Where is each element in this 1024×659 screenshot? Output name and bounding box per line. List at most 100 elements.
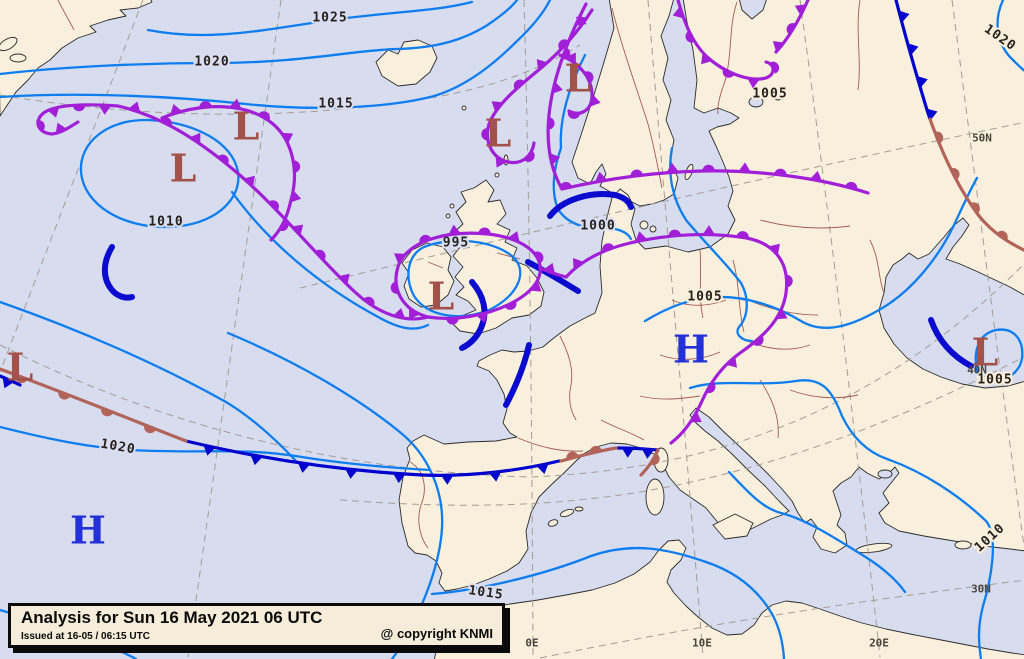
front-triangle-symbol [809, 170, 823, 182]
isobar-line [79, 118, 240, 229]
country-border [496, 252, 521, 260]
high-pressure-center: H [673, 327, 709, 372]
front-semicircle-symbol [786, 23, 797, 35]
trough-line [525, 259, 581, 294]
low-pressure-center: L [972, 330, 999, 375]
country-border [759, 379, 779, 439]
front-triangle-symbol [530, 280, 542, 292]
front-semicircle-symbol [534, 251, 544, 264]
front-triangle-symbol [536, 463, 549, 474]
island-crete [855, 542, 893, 554]
landmass-iceland [375, 39, 438, 87]
low-pressure-center: L [428, 274, 455, 319]
front-semicircle-symbol [630, 169, 643, 177]
graticule-line [647, 0, 704, 658]
front-semicircle-symbol [650, 453, 660, 466]
island [0, 36, 18, 52]
front-triangle-symbol [441, 475, 454, 485]
low-pressure-center: L [565, 56, 592, 101]
front-semicircle-symbol [390, 281, 399, 294]
front-triangle-symbol [345, 468, 358, 479]
low-pressure-center: L [170, 146, 197, 191]
front-semicircle-symbol [567, 111, 580, 119]
isobar-label: 1005 [687, 290, 722, 305]
occluded-front [160, 98, 302, 242]
front-line [394, 231, 542, 320]
graticule-line [0, 0, 144, 373]
country-border [427, 261, 444, 269]
front-triangle-symbol [589, 94, 601, 107]
front-triangle-symbol [491, 101, 503, 113]
front-line [160, 105, 297, 242]
graticule-label: 20E [869, 637, 889, 650]
country-border [869, 239, 885, 294]
country-border [611, 7, 663, 189]
front-triangle-symbol [776, 308, 788, 320]
front-triangle-symbol [291, 224, 304, 236]
country-border [639, 395, 701, 400]
front-triangle-symbol [738, 162, 751, 173]
isobar-label: 1010 [148, 215, 183, 230]
country-border [759, 219, 851, 229]
front-semicircle-symbol [561, 47, 571, 60]
front-triangle-symbol [394, 253, 406, 264]
isobar-line [669, 146, 754, 343]
front-triangle-symbol [549, 153, 561, 166]
island-zealand [639, 220, 649, 230]
front-line [486, 8, 594, 165]
front-semicircle-symbol [934, 131, 944, 144]
occluded-front [390, 224, 544, 325]
country-border [57, 0, 75, 31]
front-semicircle-symbol [481, 127, 488, 141]
isobar-label: 1005 [977, 373, 1012, 388]
cold-front [0, 374, 22, 389]
graticule-line [187, 0, 282, 658]
occluded-front [546, 2, 870, 195]
country-border [789, 389, 859, 399]
front-line [676, 0, 775, 81]
front-triangle-symbol [392, 307, 406, 319]
isobar-label: 1005 [752, 87, 787, 102]
front-triangle-symbol [543, 262, 556, 274]
sea-black-sea [878, 217, 1024, 389]
front-semicircle-symbol [702, 164, 715, 171]
cold-front [616, 446, 660, 459]
front-triangle-symbol [250, 454, 263, 466]
front-semicircle-symbol [199, 101, 212, 108]
cold-front [894, 0, 938, 121]
front-semicircle-symbol [668, 229, 682, 237]
front-semicircle-symbol [504, 300, 517, 310]
front-triangle-symbol [726, 356, 738, 368]
front-triangle-symbol [565, 52, 576, 64]
front-triangle-symbol [926, 108, 938, 121]
trough-line [547, 191, 634, 219]
front-semicircle-symbol [363, 296, 375, 307]
island-menorca [574, 506, 584, 512]
front-semicircle-symbol [566, 451, 579, 460]
front-triangle-symbol [672, 6, 684, 19]
front-triangle-symbol [702, 225, 715, 235]
front-triangle-symbol [507, 231, 520, 243]
occluded-front [116, 101, 430, 321]
island-hebrides [449, 203, 455, 209]
isobar-line [230, 190, 430, 330]
front-triangle-symbol [916, 75, 928, 88]
country-border [857, 0, 861, 91]
front-semicircle-symbol [996, 230, 1008, 241]
occluded-front [672, 0, 780, 89]
isobar-line [0, 0, 552, 109]
isobar-label: 1020 [99, 437, 136, 458]
front-semicircle-symbol [559, 181, 572, 190]
front-triangle-symbol [448, 224, 461, 235]
front-triangle-symbol [666, 162, 679, 173]
front-line [558, 53, 594, 115]
landmass-greenland [0, 0, 153, 117]
front-semicircle-symbol [845, 181, 858, 190]
issued-timestamp: Issued at 16-05 / 06:15 UTC [21, 631, 150, 642]
front-semicircle-symbol [558, 39, 569, 51]
occluded-front [36, 103, 120, 136]
front-triangle-symbol [47, 106, 60, 118]
front-triangle-symbol [536, 59, 548, 71]
